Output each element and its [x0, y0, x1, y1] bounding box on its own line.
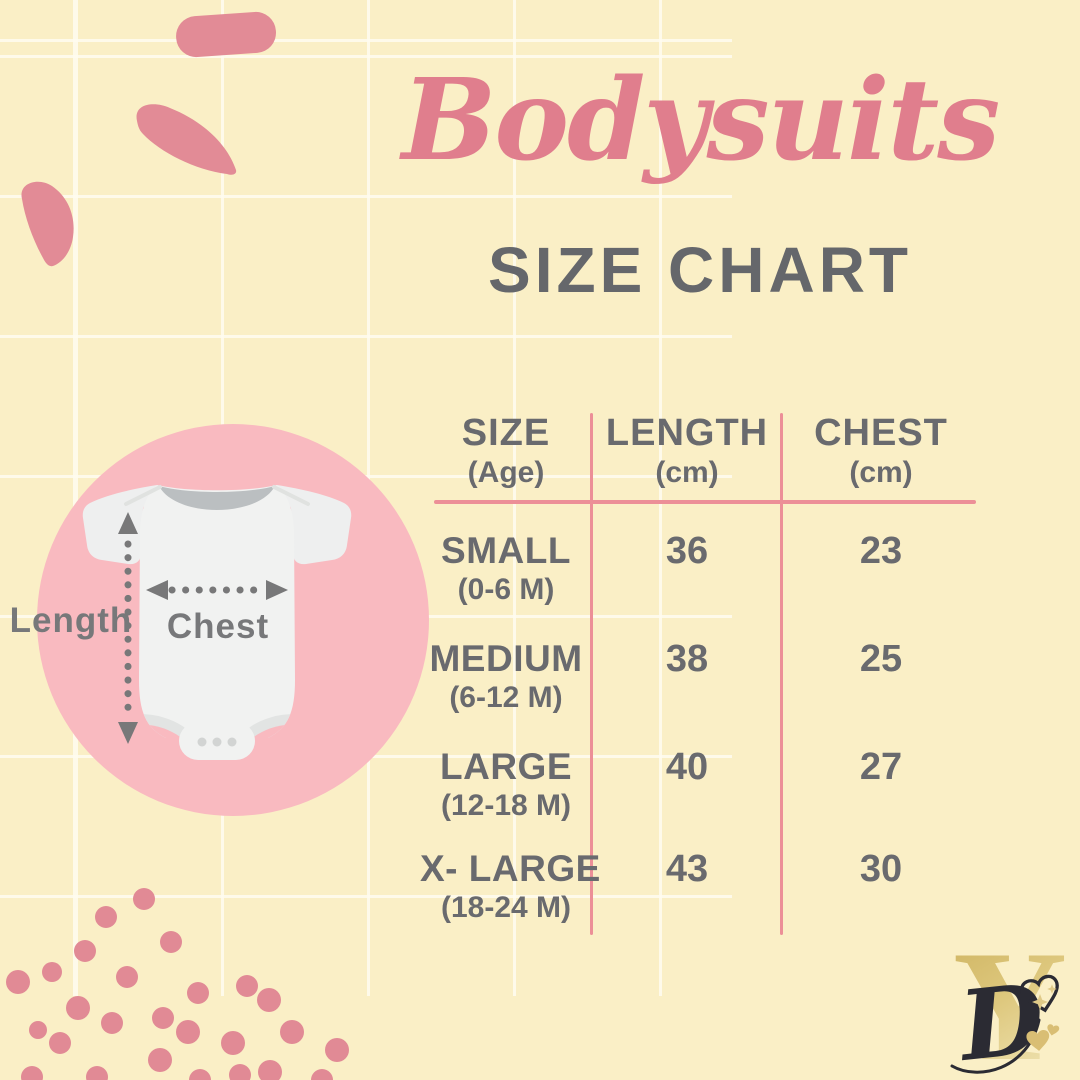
- table-row-medium-length: 38: [665, 638, 709, 680]
- table-row-small-size: SMALL (0-6 M): [441, 530, 571, 606]
- table-row-medium-size: MEDIUM (6-12 M): [429, 638, 583, 714]
- table-row-large-chest: 27: [859, 746, 903, 788]
- table-column-divider: [780, 413, 783, 935]
- size-table: SIZE (Age) LENGTH (cm) CHEST (cm) SMALL …: [420, 405, 980, 945]
- polka-dot-decor: [6, 888, 349, 1080]
- table-body: SMALL (0-6 M) 36 23 MEDIUM (6-12 M) 38 2…: [420, 500, 980, 924]
- length-arrow: [118, 512, 138, 744]
- table-column-divider: [590, 413, 593, 935]
- table-row-small-chest: 23: [859, 530, 903, 572]
- table-row-large-size: LARGE (12-18 M): [440, 746, 572, 822]
- logo-letter-d: D: [952, 962, 1050, 1080]
- poster-title: Bodysuits: [401, 55, 1001, 186]
- brush-stroke-decor: [21, 11, 276, 267]
- size-chart-heading: SIZE CHART: [488, 234, 912, 306]
- table-row-large-length: 40: [665, 746, 709, 788]
- bodysuit-measurement-diagram: Length Chest: [10, 424, 429, 816]
- table-header-row: SIZE (Age) LENGTH (cm) CHEST (cm): [420, 405, 980, 490]
- brand-monogram-logo: Y D: [950, 938, 1067, 1080]
- table-row-medium-chest: 25: [859, 638, 903, 680]
- header-chest: CHEST (cm): [814, 412, 948, 489]
- header-length: LENGTH (cm): [605, 412, 769, 489]
- bodysuit-illustration: [82, 485, 352, 760]
- heart-outline-icon: [1020, 974, 1059, 1013]
- table-row-xlarge-length: 43: [665, 848, 709, 890]
- table-row-small-length: 36: [665, 530, 709, 572]
- table-row-xlarge-chest: 30: [859, 848, 903, 890]
- length-label: Length: [10, 601, 133, 640]
- chest-label: Chest: [167, 607, 269, 646]
- heart-solid-icon: [1026, 1024, 1060, 1051]
- sparkle-icon: [1032, 984, 1057, 1010]
- header-size: SIZE (Age): [461, 412, 551, 489]
- table-row-xlarge-size: X- LARGE (18-24 M): [420, 848, 601, 924]
- pink-blob-shapes: [21, 11, 276, 267]
- table-header-divider: [434, 500, 976, 504]
- polka-dots: [6, 888, 349, 1080]
- chest-arrow: [146, 580, 288, 600]
- logo-letter-y: Y: [953, 938, 1067, 1080]
